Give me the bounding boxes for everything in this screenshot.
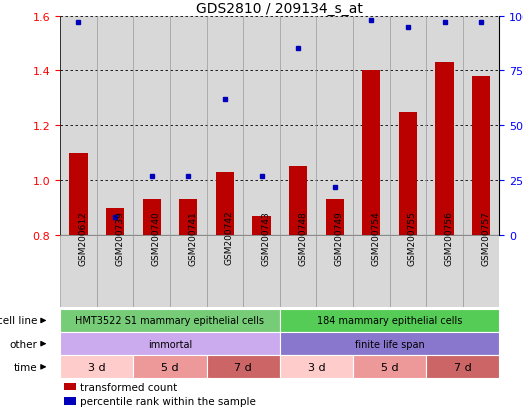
Text: GSM200742: GSM200742 (225, 210, 234, 265)
Text: GSM200743: GSM200743 (262, 210, 270, 265)
Bar (353, 356, 426, 378)
Text: immortal: immortal (148, 339, 192, 349)
Text: percentile rank within the sample: percentile rank within the sample (81, 396, 256, 406)
Bar (353, 235, 390, 308)
Bar (133, 235, 170, 308)
Text: 7 d: 7 d (234, 362, 252, 372)
Text: time: time (14, 362, 37, 372)
Text: GSM200756: GSM200756 (445, 210, 453, 265)
Bar (69, 153, 87, 235)
Text: cell line: cell line (0, 316, 37, 326)
Title: GDS2810 / 209134_s_at: GDS2810 / 209134_s_at (196, 2, 363, 16)
Bar (142, 200, 161, 235)
Bar (179, 200, 198, 235)
Bar (316, 235, 353, 308)
Text: other: other (9, 339, 37, 349)
Bar (253, 216, 271, 235)
Bar (463, 235, 499, 308)
Bar (280, 332, 499, 355)
Text: finite life span: finite life span (355, 339, 425, 349)
Bar (216, 173, 234, 235)
Bar (60, 356, 133, 378)
Text: 3 d: 3 d (88, 362, 106, 372)
Text: GSM200749: GSM200749 (335, 210, 344, 265)
Bar (207, 356, 280, 378)
Text: 3 d: 3 d (308, 362, 325, 372)
Bar (280, 235, 316, 308)
Bar (289, 167, 307, 235)
Bar (280, 356, 353, 378)
Text: GSM200739: GSM200739 (115, 210, 124, 265)
Text: GSM200748: GSM200748 (298, 210, 307, 265)
Bar (60, 235, 97, 308)
Text: GSM200741: GSM200741 (188, 210, 197, 265)
Bar (243, 235, 280, 308)
Text: GSM200754: GSM200754 (371, 210, 380, 265)
Bar (133, 356, 207, 378)
Bar (97, 235, 133, 308)
Bar (207, 235, 243, 308)
Bar (472, 77, 491, 235)
Bar (106, 208, 124, 235)
Text: 7 d: 7 d (454, 362, 472, 372)
Bar (362, 71, 381, 235)
Text: GSM200755: GSM200755 (408, 210, 417, 265)
Text: 5 d: 5 d (381, 362, 399, 372)
Bar (426, 235, 463, 308)
Bar (435, 63, 453, 235)
Text: GSM200612: GSM200612 (78, 210, 87, 265)
Bar (170, 235, 207, 308)
Text: transformed count: transformed count (81, 382, 178, 392)
Bar (325, 200, 344, 235)
Bar (64, 397, 76, 405)
Bar (60, 332, 280, 355)
Bar (60, 309, 280, 332)
Bar (426, 356, 499, 378)
Text: GSM200757: GSM200757 (481, 210, 490, 265)
Bar (390, 235, 426, 308)
Text: 5 d: 5 d (161, 362, 179, 372)
Text: GSM200740: GSM200740 (152, 210, 161, 265)
Text: HMT3522 S1 mammary epithelial cells: HMT3522 S1 mammary epithelial cells (75, 316, 265, 326)
Bar (399, 112, 417, 235)
Bar (64, 383, 76, 390)
Bar (280, 309, 499, 332)
Text: 184 mammary epithelial cells: 184 mammary epithelial cells (317, 316, 462, 326)
